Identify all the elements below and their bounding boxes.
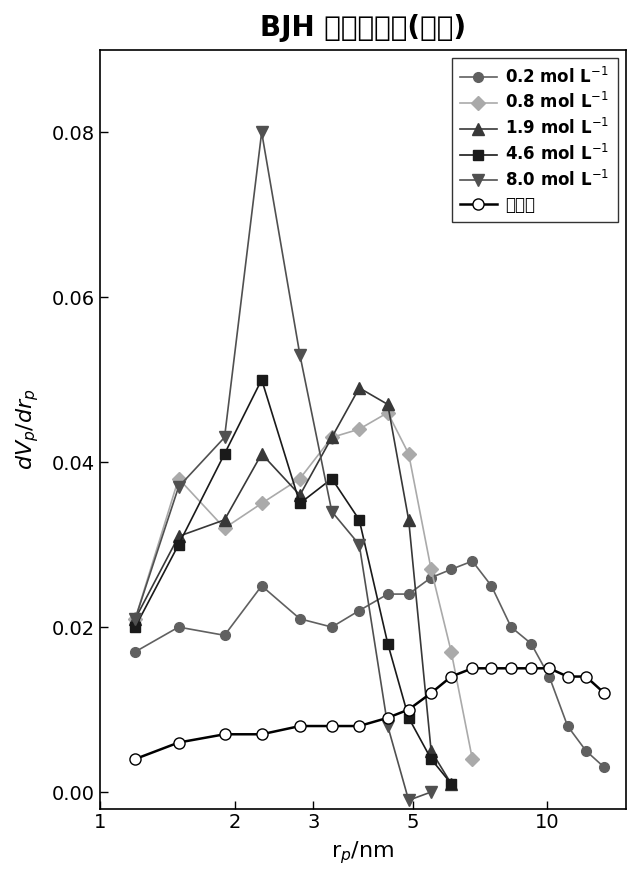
未処理 (296, 721, 304, 731)
8.0 mol L$^{-1}$ (355, 539, 363, 550)
未処理 (582, 671, 590, 682)
0.8 mol L$^{-1}$ (131, 613, 139, 624)
0.2 mol L$^{-1}$ (328, 622, 335, 633)
未処理 (405, 704, 413, 715)
8.0 mol L$^{-1}$ (384, 721, 392, 731)
未処理 (384, 713, 392, 723)
未処理 (428, 688, 435, 699)
X-axis label: r$_p$/nm: r$_p$/nm (332, 840, 394, 866)
0.2 mol L$^{-1}$ (296, 613, 304, 624)
0.8 mol L$^{-1}$ (258, 498, 266, 509)
8.0 mol L$^{-1}$ (428, 787, 435, 797)
Legend: 0.2 mol L$^{-1}$, 0.8 mol L$^{-1}$, 1.9 mol L$^{-1}$, 4.6 mol L$^{-1}$, 8.0 mol : 0.2 mol L$^{-1}$, 0.8 mol L$^{-1}$, 1.9 … (452, 58, 618, 223)
4.6 mol L$^{-1}$ (355, 515, 363, 525)
未処理 (488, 663, 495, 673)
4.6 mol L$^{-1}$ (405, 713, 413, 723)
1.9 mol L$^{-1}$ (405, 515, 413, 525)
8.0 mol L$^{-1}$ (405, 795, 413, 805)
1.9 mol L$^{-1}$ (296, 490, 304, 501)
4.6 mol L$^{-1}$ (221, 449, 228, 459)
Line: 4.6 mol L$^{-1}$: 4.6 mol L$^{-1}$ (131, 375, 456, 788)
4.6 mol L$^{-1}$ (175, 539, 182, 550)
4.6 mol L$^{-1}$ (258, 374, 266, 385)
Line: 0.2 mol L$^{-1}$: 0.2 mol L$^{-1}$ (131, 556, 609, 772)
1.9 mol L$^{-1}$ (258, 449, 266, 459)
0.2 mol L$^{-1}$ (384, 589, 392, 599)
0.2 mol L$^{-1}$ (447, 564, 455, 575)
4.6 mol L$^{-1}$ (296, 498, 304, 509)
0.8 mol L$^{-1}$ (355, 424, 363, 435)
0.2 mol L$^{-1}$ (131, 647, 139, 657)
0.2 mol L$^{-1}$ (175, 622, 182, 633)
0.8 mol L$^{-1}$ (384, 407, 392, 418)
1.9 mol L$^{-1}$ (328, 432, 335, 443)
Line: 8.0 mol L$^{-1}$: 8.0 mol L$^{-1}$ (130, 127, 436, 806)
0.8 mol L$^{-1}$ (296, 473, 304, 484)
0.2 mol L$^{-1}$ (564, 721, 572, 731)
8.0 mol L$^{-1}$ (131, 613, 139, 624)
8.0 mol L$^{-1}$ (221, 432, 228, 443)
0.2 mol L$^{-1}$ (355, 605, 363, 616)
未処理 (468, 663, 476, 673)
8.0 mol L$^{-1}$ (328, 506, 335, 517)
未処理 (258, 729, 266, 739)
8.0 mol L$^{-1}$ (296, 349, 304, 360)
8.0 mol L$^{-1}$ (175, 481, 182, 492)
未処理 (355, 721, 363, 731)
1.9 mol L$^{-1}$ (428, 745, 435, 756)
未処理 (131, 754, 139, 765)
4.6 mol L$^{-1}$ (328, 473, 335, 484)
未処理 (564, 671, 572, 682)
0.8 mol L$^{-1}$ (428, 564, 435, 575)
1.9 mol L$^{-1}$ (131, 613, 139, 624)
未処理 (328, 721, 335, 731)
0.8 mol L$^{-1}$ (405, 449, 413, 459)
0.2 mol L$^{-1}$ (582, 745, 590, 756)
未処理 (447, 671, 455, 682)
Title: BJH 細孔径分布(脱離): BJH 細孔径分布(脱離) (260, 14, 466, 42)
0.2 mol L$^{-1}$ (468, 556, 476, 567)
0.8 mol L$^{-1}$ (468, 754, 476, 765)
4.6 mol L$^{-1}$ (384, 638, 392, 649)
8.0 mol L$^{-1}$ (258, 127, 266, 137)
未処理 (221, 729, 228, 739)
Y-axis label: $dV_p/dr_p$: $dV_p/dr_p$ (14, 388, 41, 470)
Line: 未処理: 未処理 (130, 663, 610, 765)
1.9 mol L$^{-1}$ (221, 515, 228, 525)
1.9 mol L$^{-1}$ (175, 531, 182, 541)
0.8 mol L$^{-1}$ (447, 647, 455, 657)
0.2 mol L$^{-1}$ (258, 581, 266, 591)
0.2 mol L$^{-1}$ (488, 581, 495, 591)
0.8 mol L$^{-1}$ (328, 432, 335, 443)
未処理 (600, 688, 608, 699)
0.2 mol L$^{-1}$ (405, 589, 413, 599)
未処理 (545, 663, 553, 673)
未処理 (175, 737, 182, 748)
1.9 mol L$^{-1}$ (355, 383, 363, 393)
4.6 mol L$^{-1}$ (131, 622, 139, 633)
0.2 mol L$^{-1}$ (600, 762, 608, 773)
4.6 mol L$^{-1}$ (447, 779, 455, 789)
1.9 mol L$^{-1}$ (384, 400, 392, 410)
0.2 mol L$^{-1}$ (221, 630, 228, 641)
Line: 1.9 mol L$^{-1}$: 1.9 mol L$^{-1}$ (130, 382, 457, 789)
0.2 mol L$^{-1}$ (545, 671, 553, 682)
未処理 (527, 663, 535, 673)
0.2 mol L$^{-1}$ (527, 638, 535, 649)
0.2 mol L$^{-1}$ (428, 572, 435, 583)
0.2 mol L$^{-1}$ (508, 622, 515, 633)
4.6 mol L$^{-1}$ (428, 754, 435, 765)
未処理 (508, 663, 515, 673)
Line: 0.8 mol L$^{-1}$: 0.8 mol L$^{-1}$ (131, 407, 477, 764)
1.9 mol L$^{-1}$ (447, 779, 455, 789)
0.8 mol L$^{-1}$ (221, 523, 228, 533)
0.8 mol L$^{-1}$ (175, 473, 182, 484)
